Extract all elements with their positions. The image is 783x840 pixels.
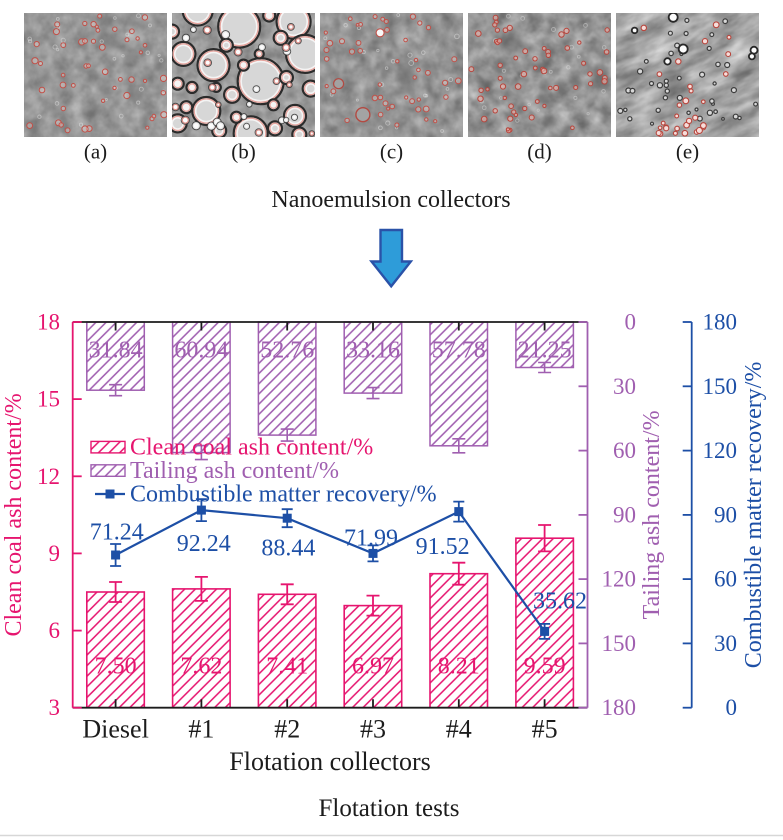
- svg-text:18: 18: [37, 310, 60, 335]
- svg-text:90: 90: [613, 502, 636, 527]
- svg-text:31.84: 31.84: [89, 338, 143, 364]
- svg-text:Flotation collectors: Flotation collectors: [229, 747, 430, 776]
- svg-text:60.94: 60.94: [174, 338, 228, 364]
- svg-text:71.24: 71.24: [90, 520, 144, 546]
- svg-text:(b): (b): [231, 140, 256, 164]
- svg-text:Clean coal ash content/%: Clean coal ash content/%: [130, 435, 373, 461]
- svg-text:150: 150: [703, 374, 738, 399]
- svg-text:Combustible matter recovery/%: Combustible matter recovery/%: [741, 362, 767, 669]
- svg-text:60: 60: [613, 438, 636, 463]
- svg-text:150: 150: [602, 631, 637, 656]
- svg-text:52.76: 52.76: [260, 338, 314, 364]
- svg-text:33.16: 33.16: [346, 338, 400, 364]
- svg-text:88.44: 88.44: [261, 536, 315, 562]
- svg-text:(d): (d): [527, 140, 552, 164]
- svg-text:120: 120: [703, 438, 738, 463]
- svg-text:Tailing ash content/%: Tailing ash content/%: [130, 458, 339, 484]
- svg-text:#5: #5: [532, 715, 558, 744]
- svg-text:#4: #4: [446, 715, 472, 744]
- svg-text:7.50: 7.50: [95, 654, 137, 680]
- svg-text:6: 6: [49, 618, 61, 643]
- svg-text:71.99: 71.99: [344, 526, 398, 552]
- svg-text:3: 3: [49, 695, 61, 720]
- svg-text:57.78: 57.78: [432, 338, 486, 364]
- svg-text:7.41: 7.41: [266, 654, 308, 680]
- svg-text:15: 15: [37, 387, 60, 412]
- svg-text:Clean coal ash content/%: Clean coal ash content/%: [1, 393, 27, 636]
- svg-text:8.21: 8.21: [438, 654, 480, 680]
- svg-text:Diesel: Diesel: [82, 715, 148, 744]
- svg-text:(e): (e): [676, 140, 699, 164]
- svg-text:#3: #3: [360, 715, 386, 744]
- svg-text:Flotation tests: Flotation tests: [319, 795, 460, 822]
- svg-text:120: 120: [602, 567, 637, 592]
- svg-text:9: 9: [49, 541, 61, 566]
- svg-text:30: 30: [613, 374, 636, 399]
- svg-text:6.97: 6.97: [352, 654, 394, 680]
- svg-text:0: 0: [726, 695, 738, 720]
- svg-text:#1: #1: [188, 715, 214, 744]
- svg-text:#2: #2: [274, 715, 300, 744]
- svg-text:0: 0: [625, 310, 637, 335]
- svg-text:9.59: 9.59: [524, 654, 566, 680]
- svg-text:90: 90: [714, 502, 737, 527]
- svg-text:7.62: 7.62: [180, 654, 222, 680]
- svg-text:91.52: 91.52: [416, 534, 470, 560]
- svg-text:Nanoemulsion collectors: Nanoemulsion collectors: [271, 187, 510, 213]
- svg-text:60: 60: [714, 567, 737, 592]
- svg-text:Combustible matter recovery/%: Combustible matter recovery/%: [130, 482, 437, 508]
- svg-text:180: 180: [703, 310, 738, 335]
- svg-text:92.24: 92.24: [177, 531, 231, 557]
- svg-text:180: 180: [602, 695, 637, 720]
- svg-text:(a): (a): [84, 140, 107, 164]
- svg-text:Tailing ash content/%: Tailing ash content/%: [639, 410, 665, 619]
- svg-text:21.25: 21.25: [518, 338, 572, 364]
- svg-text:30: 30: [714, 631, 737, 656]
- svg-text:(c): (c): [380, 140, 403, 164]
- svg-text:12: 12: [37, 464, 60, 489]
- svg-text:35.62: 35.62: [533, 589, 587, 615]
